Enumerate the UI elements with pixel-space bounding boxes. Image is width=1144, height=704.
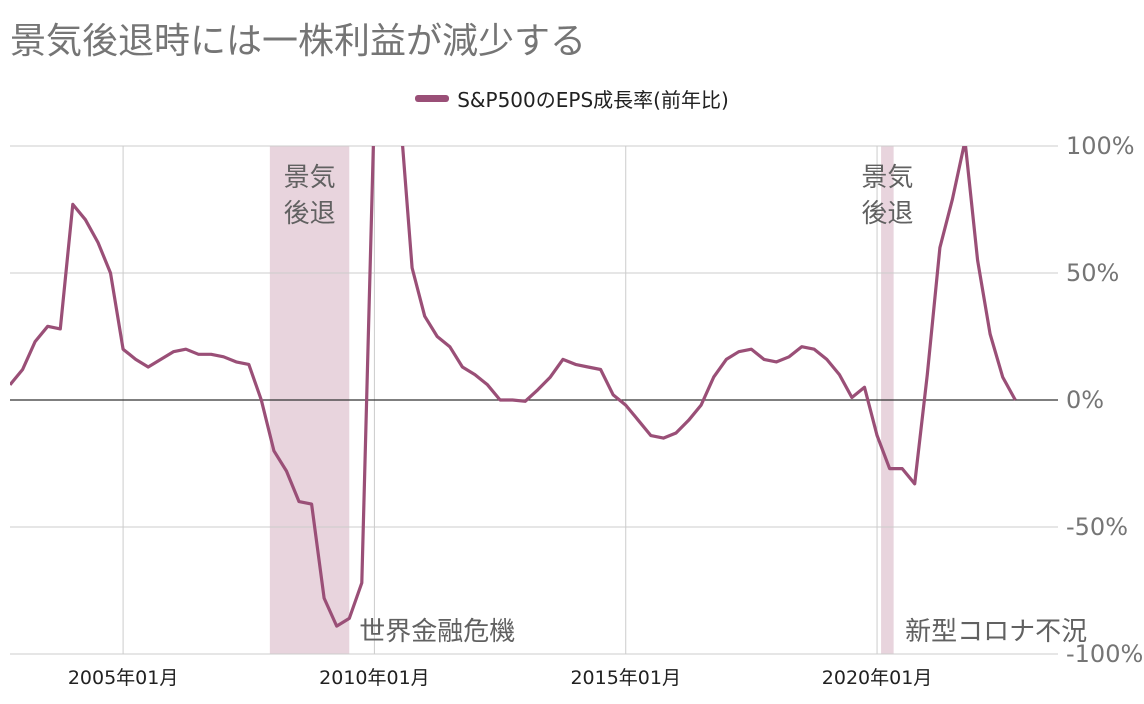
legend-swatch: [415, 95, 450, 102]
recession-caption-1: 新型コロナ不況: [905, 617, 1087, 647]
x-tick-label-1: 2010年01月: [319, 667, 430, 689]
x-tick-label-3: 2020年01月: [822, 667, 933, 689]
x-tick-label-2: 2015年01月: [570, 667, 681, 689]
y-tick-label-1: 50%: [1066, 259, 1119, 287]
y-tick-label-0: 100%: [1066, 132, 1135, 160]
chart-title: 景気後退時には一株利益が減少する: [10, 21, 587, 62]
y-tick-label-4: -100%: [1066, 640, 1143, 668]
y-tick-label-3: -50%: [1066, 513, 1128, 541]
series-line: [10, 146, 1017, 628]
recession-caption-0: 世界金融危機: [359, 617, 515, 647]
recession-label-1-0: 景気: [861, 163, 913, 193]
recession-label-1-1: 後退: [861, 199, 913, 229]
legend: S&P500のEPS成長率(前年比): [0, 84, 1144, 113]
y-tick-label-2: 0%: [1066, 386, 1104, 414]
x-tick-label-0: 2005年01月: [68, 667, 179, 689]
recession-label-0-0: 景気: [284, 163, 336, 193]
recession-label-0-1: 後退: [284, 199, 336, 229]
legend-label: S&P500のEPS成長率(前年比): [457, 88, 729, 112]
